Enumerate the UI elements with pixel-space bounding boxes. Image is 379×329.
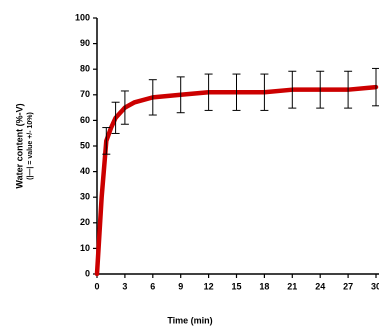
error-bar [232,73,241,111]
error-bar [120,90,129,125]
x-tick-label: 27 [343,281,353,291]
y-tick-label: 90 [80,38,90,48]
y-tick-label: 70 [80,89,90,99]
x-tick-label: 0 [94,281,99,291]
x-tick-label: 24 [315,281,325,291]
y-tick-label: 40 [80,166,90,176]
x-tick-label: 21 [287,281,297,291]
x-tick-label: 9 [178,281,183,291]
x-tick-label: 6 [150,281,155,291]
error-bar [288,70,297,109]
y-axis-label-note: (|—| = value +/- 10%) [27,112,34,180]
x-tick-label: 18 [259,281,269,291]
error-bar [102,127,111,155]
x-tick-label: 3 [122,281,127,291]
y-tick-label: 50 [80,140,90,150]
y-tick-label: 100 [75,12,90,22]
error-bar [260,73,269,111]
error-bar [111,101,120,134]
x-axis-label: Time (min) [167,315,212,325]
y-tick-label: 20 [80,217,90,227]
error-bar [148,79,157,116]
data-line [94,84,379,277]
x-tick-label: 30 [371,281,379,291]
error-bar [344,70,353,109]
y-tick-label: 60 [80,115,90,125]
error-bar [176,76,185,114]
y-tick-label: 10 [80,243,90,253]
y-tick-label: 80 [80,64,90,74]
x-tick-label: 15 [231,281,241,291]
y-axis-label: Water content (%-V) [14,103,24,188]
x-tick-label: 12 [204,281,214,291]
error-bar [204,73,213,111]
y-tick-label: 0 [85,268,90,278]
error-bar [316,70,325,109]
y-tick-label: 30 [80,192,90,202]
